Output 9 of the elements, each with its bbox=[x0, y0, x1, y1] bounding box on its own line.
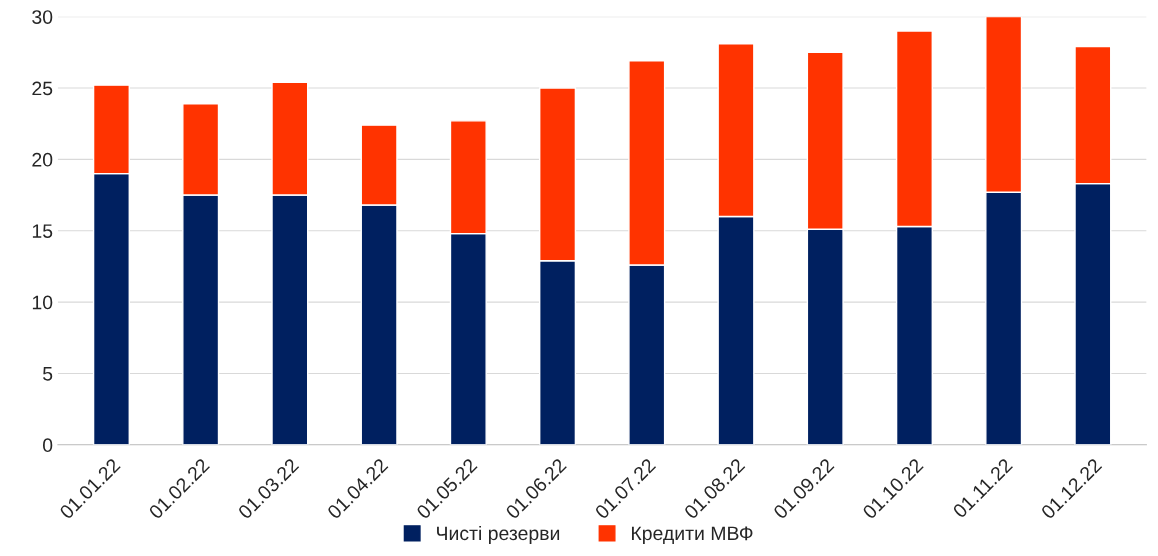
y-tick-label: 20 bbox=[32, 152, 53, 167]
legend-label: Кредити МВФ bbox=[632, 526, 753, 545]
y-tick-label: 15 bbox=[32, 224, 53, 238]
y-tick-label: 25 bbox=[32, 81, 53, 96]
y-tick-label: 5 bbox=[43, 367, 53, 381]
legend-label: Чисті резерви bbox=[437, 525, 560, 545]
y-tick-label: 0 bbox=[42, 438, 53, 453]
y-tick-label: 30 bbox=[32, 10, 53, 24]
y-tick-label: 10 bbox=[32, 295, 53, 310]
